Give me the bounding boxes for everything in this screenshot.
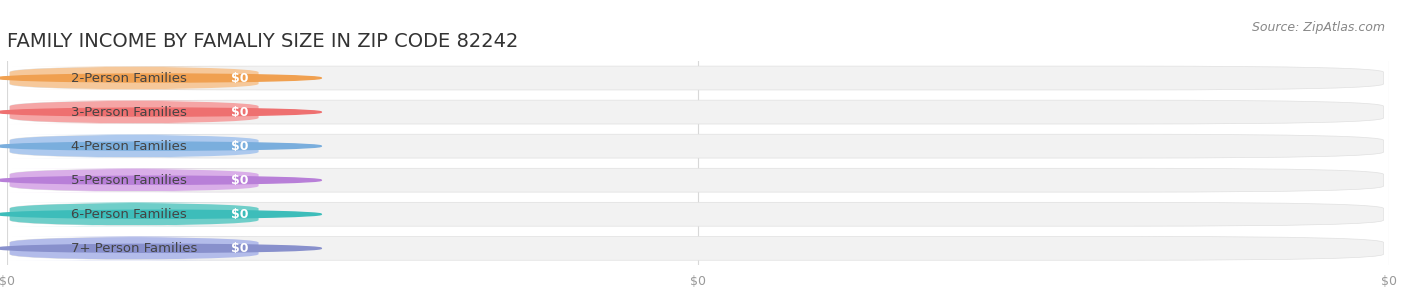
FancyBboxPatch shape <box>10 66 259 90</box>
Text: 6-Person Families: 6-Person Families <box>70 208 187 221</box>
Text: 2-Person Families: 2-Person Families <box>70 72 187 84</box>
Text: 5-Person Families: 5-Person Families <box>70 174 187 187</box>
Text: 3-Person Families: 3-Person Families <box>70 106 187 119</box>
Text: $0: $0 <box>232 72 249 84</box>
Text: $0: $0 <box>232 208 249 221</box>
Text: 7+ Person Families: 7+ Person Families <box>70 242 197 255</box>
Text: 4-Person Families: 4-Person Families <box>70 140 187 152</box>
FancyBboxPatch shape <box>10 100 259 124</box>
FancyBboxPatch shape <box>10 202 1384 226</box>
Circle shape <box>0 74 322 82</box>
FancyBboxPatch shape <box>10 134 259 158</box>
FancyBboxPatch shape <box>10 100 1384 124</box>
Text: $0: $0 <box>232 106 249 119</box>
Text: $0: $0 <box>232 242 249 255</box>
Circle shape <box>0 108 322 116</box>
Text: Source: ZipAtlas.com: Source: ZipAtlas.com <box>1251 21 1385 34</box>
FancyBboxPatch shape <box>10 168 259 192</box>
Circle shape <box>0 142 322 150</box>
FancyBboxPatch shape <box>10 66 1384 90</box>
Text: $0: $0 <box>232 140 249 152</box>
FancyBboxPatch shape <box>10 202 259 226</box>
FancyBboxPatch shape <box>10 236 259 260</box>
FancyBboxPatch shape <box>10 168 1384 192</box>
Text: FAMILY INCOME BY FAMALIY SIZE IN ZIP CODE 82242: FAMILY INCOME BY FAMALIY SIZE IN ZIP COD… <box>7 32 519 51</box>
FancyBboxPatch shape <box>10 134 1384 158</box>
Text: $0: $0 <box>232 174 249 187</box>
FancyBboxPatch shape <box>10 236 1384 260</box>
Circle shape <box>0 210 322 218</box>
Circle shape <box>0 244 322 252</box>
Circle shape <box>0 176 322 184</box>
